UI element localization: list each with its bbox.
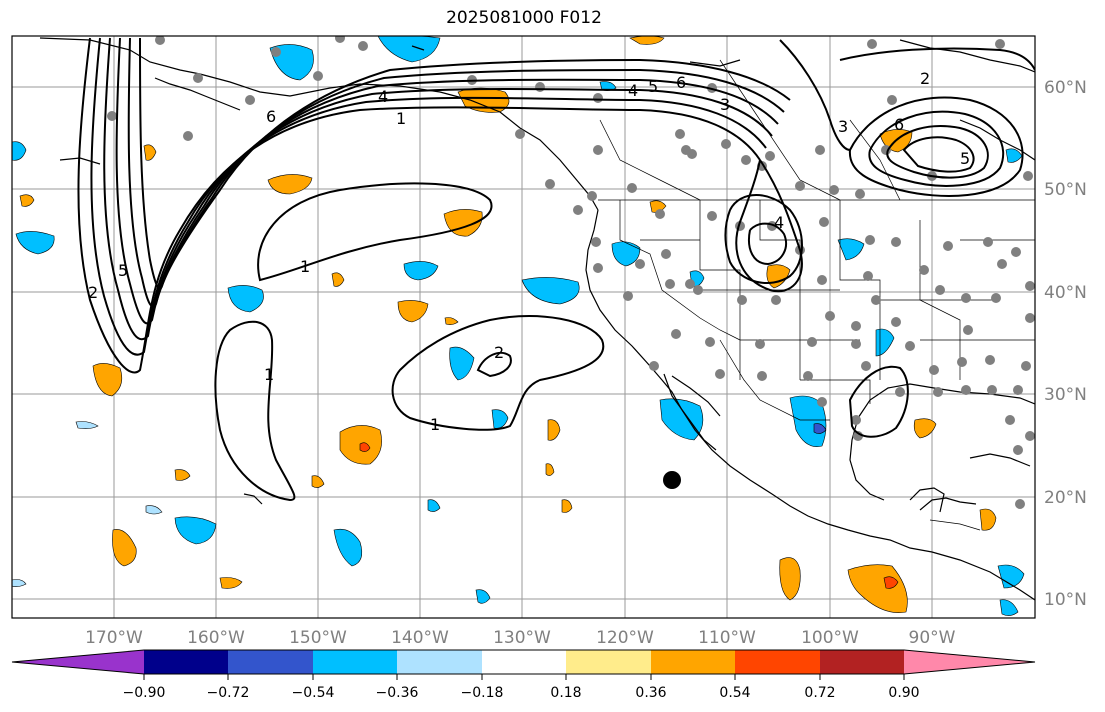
lon-label: 170°W: [85, 628, 143, 648]
contour-label: 5: [118, 261, 128, 280]
colorbar-tick-label: 0.36: [635, 685, 666, 701]
map-title: 2025081000 F012: [446, 8, 602, 28]
lat-label: 60°N: [1044, 78, 1087, 98]
contour-label: 1: [396, 109, 406, 128]
lon-label: 100°W: [801, 628, 859, 648]
lat-label: 10°N: [1044, 590, 1087, 610]
longitude-axis: 170°W 160°W 150°W 140°W 130°W 120°W 110°…: [85, 628, 956, 648]
colorbar-tick-label: 0.72: [804, 685, 835, 701]
contour-label: 2: [88, 283, 98, 302]
lat-label: 30°N: [1044, 385, 1087, 405]
lon-label: 140°W: [391, 628, 449, 648]
station-markers: [107, 36, 1035, 509]
colorbar-segment: [735, 650, 820, 674]
colorbar: −0.90 −0.72 −0.54 −0.36 −0.18 0.18 0.36 …: [11, 649, 1036, 701]
lon-label: 90°W: [909, 628, 956, 648]
lon-label: 150°W: [289, 628, 347, 648]
contour-label: 6: [894, 115, 904, 134]
lon-label: 160°W: [187, 628, 245, 648]
political-borders: [598, 59, 1035, 531]
contour-label: 6: [266, 107, 276, 126]
colorbar-segment: [566, 650, 651, 674]
graticule: [12, 36, 1035, 618]
colorbar-tick-label: 0.18: [550, 685, 581, 701]
colorbar-segment: [397, 650, 482, 674]
lon-label: 110°W: [698, 628, 756, 648]
lat-label: 20°N: [1044, 488, 1087, 508]
contour-label: 6: [676, 73, 686, 92]
colorbar-tick-label: 0.54: [719, 685, 750, 701]
colorbar-segment: [313, 650, 397, 674]
contour-label: 5: [648, 77, 658, 96]
colorbar-tick-label: −0.36: [376, 685, 419, 701]
contour-label: 1: [264, 365, 274, 384]
colorbar-tick-label: −0.72: [207, 685, 250, 701]
contour-label: 1: [300, 257, 310, 276]
contour-label: 3: [720, 95, 730, 114]
colorbar-segment: [820, 650, 904, 674]
lat-label: 40°N: [1044, 283, 1087, 303]
colorbar-tick-label: −0.54: [292, 685, 335, 701]
colorbar-segment: [651, 650, 735, 674]
contour-label: 3: [838, 117, 848, 136]
contour-label-group: 1 1 1 1 2 2 2 3 3 4 4 4 5 5 5 6 6 6: [88, 69, 970, 434]
lon-label: 120°W: [596, 628, 654, 648]
map-frame: [11, 35, 1036, 619]
colorbar-tick-label: 0.90: [888, 685, 919, 701]
latitude-axis: 60°N 50°N 40°N 30°N 20°N 10°N: [1044, 78, 1087, 610]
contour-label: 2: [494, 343, 504, 362]
colorbar-segment: [482, 650, 566, 674]
lon-label: 130°W: [493, 628, 551, 648]
contour-label: 4: [628, 81, 638, 100]
contour-label: 1: [430, 415, 440, 434]
colorbar-segment: [228, 650, 313, 674]
colorbar-tick-label: −0.18: [461, 685, 504, 701]
contour-lines: [77, 37, 1035, 502]
contour-label: 4: [774, 213, 784, 232]
location-marker: [663, 471, 681, 489]
map-area: [12, 36, 1035, 618]
contour-label: 4: [378, 87, 388, 106]
lat-label: 50°N: [1044, 180, 1087, 200]
contour-label: 5: [960, 149, 970, 168]
colorbar-tick-label: −0.90: [123, 685, 166, 701]
colorbar-segment: [144, 650, 228, 674]
contour-label: 2: [920, 69, 930, 88]
colorbar-segment: [904, 650, 1035, 674]
colorbar-segment: [12, 650, 144, 674]
